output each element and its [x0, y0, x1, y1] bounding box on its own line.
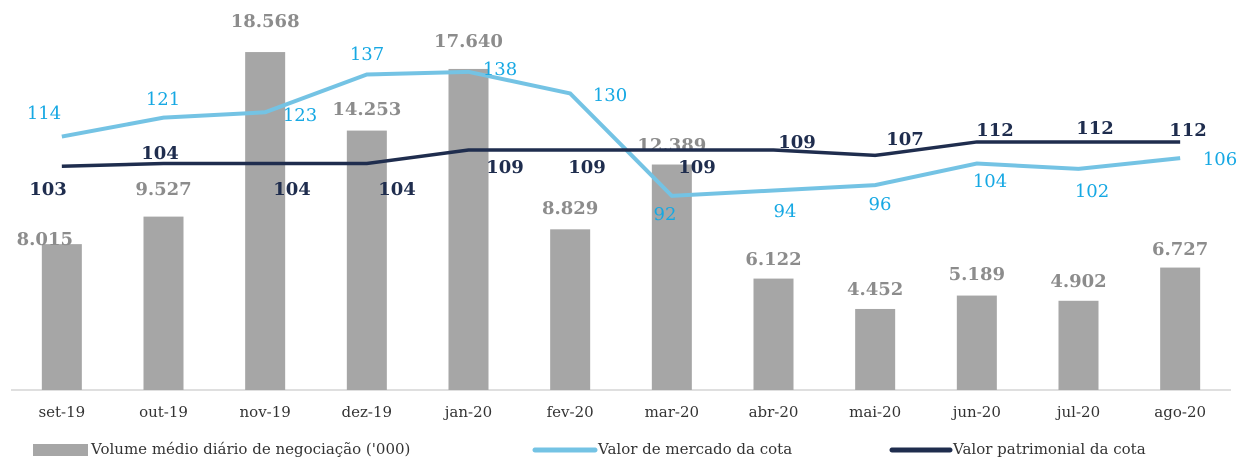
legend-label: Volume médio diário de negociação ('000): [90, 440, 410, 458]
bar: [550, 229, 591, 390]
bar-label: 17.640: [434, 31, 503, 52]
line-label: 92: [654, 204, 677, 225]
line-label: 104: [273, 179, 311, 200]
bar: [651, 164, 692, 390]
bar-label: 4.902: [1050, 271, 1106, 292]
legend-label: Valor de mercado da cota: [597, 440, 792, 458]
bar-label: 9.527: [135, 179, 191, 200]
x-tick-label: jun-20: [951, 403, 1001, 421]
bar-label: 5.189: [949, 264, 1005, 285]
bar-label: 8.829: [542, 198, 598, 219]
line-label: 112: [1169, 120, 1207, 141]
line-label: 130: [593, 85, 627, 106]
line-label: 123: [283, 105, 317, 126]
bar-label: 8.015: [17, 229, 73, 250]
bar: [1160, 267, 1201, 390]
line-label: 138: [483, 59, 517, 80]
x-tick-label: jan-20: [443, 403, 492, 421]
bar: [346, 130, 387, 390]
bar-label: 12.389: [637, 135, 706, 156]
bar-label: 18.568: [231, 11, 300, 32]
line-label: 104: [973, 171, 1007, 192]
bar: [448, 68, 489, 391]
bar-label: 4.452: [847, 279, 903, 300]
line: [61, 140, 1181, 168]
x-tick-label: jul-20: [1055, 403, 1100, 421]
line-label: 137: [350, 44, 384, 65]
bar-label: 14.253: [332, 99, 401, 120]
line-label: 112: [1076, 118, 1114, 139]
bar: [245, 52, 286, 390]
line-label: 109: [678, 157, 716, 178]
bar: [956, 295, 997, 390]
x-tick-label: mai-20: [849, 403, 901, 421]
x-tick-label: mar-20: [645, 403, 700, 421]
legend-swatch: [33, 444, 88, 456]
line-label: 102: [1075, 181, 1109, 202]
line-label: 104: [378, 179, 416, 200]
x-tick-label: set-19: [38, 403, 85, 421]
line: [61, 69, 1181, 198]
line-label: 106: [1203, 149, 1237, 170]
bar: [143, 216, 184, 390]
line-label: 94: [774, 201, 797, 222]
bar: [1058, 300, 1099, 390]
x-tick-label: dez-19: [342, 403, 393, 421]
line-label: 109: [778, 132, 816, 153]
line-label: 121: [146, 89, 180, 110]
x-tick-label: ago-20: [1154, 403, 1206, 421]
bar: [753, 278, 794, 390]
bar-label: 6.727: [1152, 239, 1208, 260]
x-tick-label: abr-20: [749, 403, 799, 421]
line-label: 104: [141, 143, 179, 164]
line-label: 109: [568, 157, 606, 178]
bar-label: 6.122: [745, 249, 801, 270]
line-label: 103: [29, 179, 67, 200]
x-tick-label: out-19: [139, 403, 188, 421]
line-label: 107: [886, 129, 924, 150]
legend-label: Valor patrimonial da cota: [952, 440, 1146, 458]
line-label: 112: [976, 120, 1014, 141]
x-tick-label: fev-20: [547, 403, 594, 421]
x-tick-label: nov-19: [240, 403, 291, 421]
bar: [41, 244, 82, 390]
line-label: 96: [869, 194, 892, 215]
line-label: 109: [486, 157, 524, 178]
line-label: 114: [27, 103, 61, 124]
bar: [855, 308, 896, 390]
